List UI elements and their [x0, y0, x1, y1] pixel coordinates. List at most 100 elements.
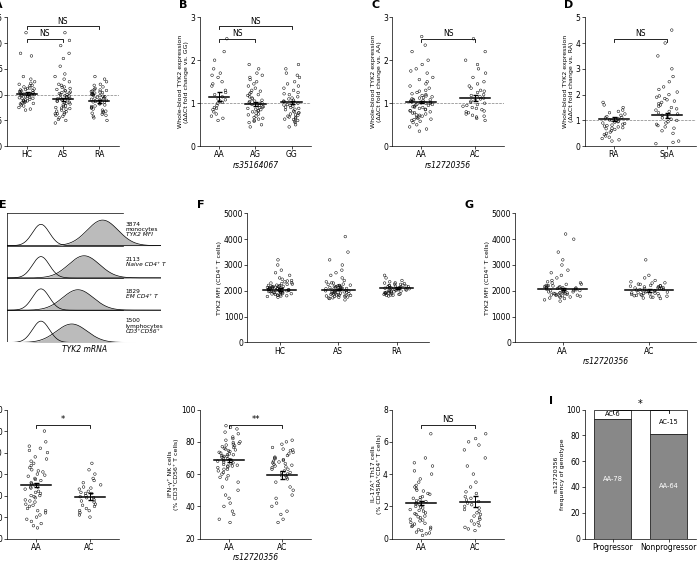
Point [288, 107, 299, 116]
Text: monocytes: monocytes [126, 227, 158, 232]
Point [417, 531, 428, 540]
Text: 2113: 2113 [126, 257, 141, 261]
Point [479, 87, 490, 96]
Point [334, 281, 345, 291]
Point [544, 293, 555, 303]
Point [24, 502, 35, 511]
Point [471, 104, 482, 113]
Point [41, 454, 52, 464]
Point [656, 98, 667, 107]
Point [326, 289, 337, 298]
Point [81, 493, 92, 503]
Point [229, 441, 240, 450]
Point [101, 96, 112, 105]
Point [572, 291, 583, 300]
Point [88, 89, 99, 98]
Point [662, 292, 673, 301]
Point [653, 101, 664, 111]
Point [425, 95, 436, 104]
Point [480, 453, 491, 462]
Point [22, 84, 33, 93]
Point [85, 484, 97, 493]
Point [332, 290, 344, 299]
Point [254, 101, 265, 110]
Point [89, 93, 100, 103]
Point [280, 462, 291, 472]
Point [36, 519, 47, 528]
Point [384, 286, 395, 295]
Point [394, 283, 405, 292]
Point [478, 93, 489, 103]
Point [394, 284, 405, 293]
Point [636, 291, 648, 300]
Point [471, 508, 482, 517]
Point [639, 282, 650, 292]
Text: NS: NS [57, 17, 68, 26]
Point [279, 466, 290, 476]
Point [556, 285, 568, 294]
Point [276, 468, 287, 477]
Point [406, 522, 417, 531]
Point [215, 449, 226, 458]
Point [214, 96, 225, 105]
Point [599, 121, 610, 131]
Y-axis label: Whole-blood TYK2 expression
(ΔΔCt fold change vs. AA): Whole-blood TYK2 expression (ΔΔCt fold c… [371, 35, 382, 128]
Point [402, 282, 414, 291]
Text: NS: NS [232, 29, 243, 38]
Point [330, 286, 341, 296]
Point [423, 101, 434, 110]
Bar [650, 410, 687, 434]
Point [15, 99, 26, 108]
Point [425, 524, 436, 533]
Point [20, 85, 32, 94]
Point [52, 97, 63, 106]
Point [213, 116, 224, 125]
Point [609, 125, 620, 134]
Point [324, 283, 335, 292]
Point [86, 95, 97, 104]
Point [324, 294, 335, 303]
Point [281, 276, 293, 285]
Point [15, 91, 27, 100]
Point [58, 102, 69, 111]
Y-axis label: IFN-γ⁺ NK cells
(% CD3⁺CD56⁺ T cells): IFN-γ⁺ NK cells (% CD3⁺CD56⁺ T cells) [168, 438, 179, 510]
Point [263, 287, 274, 296]
Point [407, 95, 419, 104]
Point [293, 104, 304, 113]
Point [668, 138, 679, 147]
Point [94, 99, 105, 108]
Point [556, 260, 568, 269]
Point [88, 97, 99, 107]
Point [648, 293, 659, 302]
Point [652, 283, 664, 292]
Point [411, 110, 422, 119]
Point [424, 84, 435, 93]
Point [247, 107, 258, 116]
Point [539, 282, 550, 291]
Point [95, 480, 106, 489]
Point [220, 441, 232, 450]
Point [74, 506, 85, 515]
Point [654, 281, 666, 291]
Point [216, 469, 228, 478]
Point [405, 106, 416, 115]
Point [321, 284, 332, 293]
Bar [594, 419, 631, 539]
Point [321, 292, 332, 301]
Point [557, 291, 568, 300]
Point [26, 517, 37, 526]
Point [22, 96, 33, 105]
Point [407, 89, 418, 99]
Point [643, 270, 655, 280]
Point [61, 92, 72, 101]
Point [31, 512, 42, 521]
Point [274, 286, 286, 296]
Point [253, 107, 264, 116]
Point [281, 280, 293, 289]
Point [85, 87, 97, 96]
Point [654, 281, 666, 291]
Point [26, 90, 37, 99]
Point [658, 83, 669, 92]
Point [639, 273, 650, 282]
Point [271, 281, 282, 290]
